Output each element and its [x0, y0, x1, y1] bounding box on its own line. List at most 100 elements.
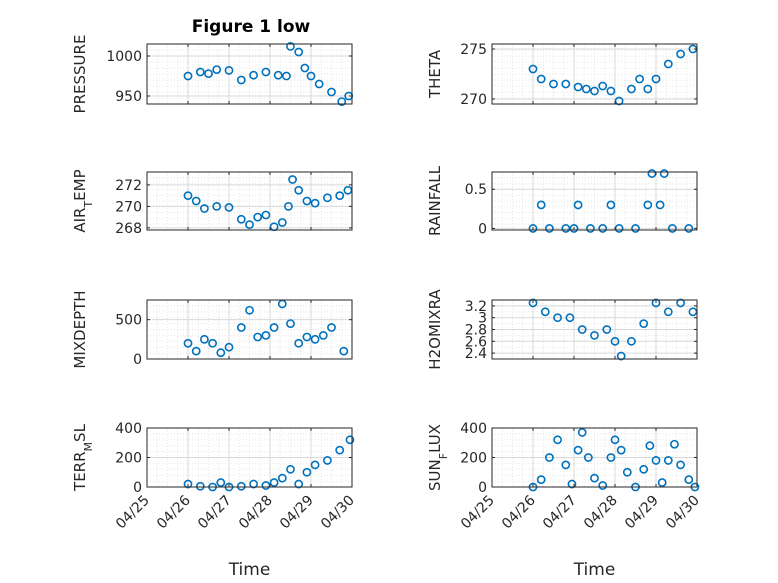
axes-mixdepth: 0 500 MIXDEPTH [71, 290, 353, 369]
data-point [335, 445, 345, 455]
data-point [286, 464, 295, 474]
data-point [302, 467, 312, 477]
axes-box-mixdepth [146, 299, 353, 360]
data-point [606, 453, 616, 462]
data-point [253, 332, 263, 342]
data-point [216, 348, 226, 358]
data-point [676, 298, 685, 308]
data-point [269, 323, 279, 332]
y-tick-label: 272 [115, 178, 142, 194]
data-point [567, 479, 577, 489]
y-tick-label: 950 [115, 89, 142, 105]
data-point [545, 224, 554, 233]
y-tick-label: 200 [460, 451, 487, 467]
data-point [302, 332, 312, 342]
data-point [583, 453, 593, 462]
data-point [616, 351, 626, 361]
y-tick-label: 2.4 [465, 346, 487, 362]
series-rainfall [528, 169, 694, 233]
y-tick-label: 0 [133, 352, 142, 368]
y-tick-label: 275 [460, 42, 487, 58]
data-point [631, 224, 640, 233]
y-tick-label: 400 [460, 421, 487, 437]
data-point [602, 325, 612, 334]
data-point [553, 313, 562, 323]
x-axis-label: Time [573, 560, 616, 580]
y-tick-label: 3 [478, 311, 487, 327]
data-point [528, 224, 538, 233]
data-point [659, 169, 669, 178]
y-tick-label: 0 [133, 480, 142, 496]
axes-theta: 270 275 THETA [426, 42, 698, 108]
x-tick-label: 04/30 [318, 493, 358, 533]
y-axis-label-h2omixra: H2OMIXRA [426, 289, 444, 370]
series-pressure [183, 42, 354, 106]
data-point [236, 214, 246, 224]
data-point [288, 175, 297, 184]
data-point [300, 63, 310, 73]
data-point [294, 47, 304, 57]
data-point [549, 79, 558, 89]
data-point [561, 460, 571, 470]
data-point [651, 298, 661, 308]
data-point [281, 71, 291, 81]
data-point [261, 210, 271, 220]
data-point [306, 71, 316, 81]
y-axis-label-terr_msl: TERRMSL [71, 423, 95, 492]
data-point [598, 481, 608, 490]
x-tick-label: 04/27 [195, 493, 235, 533]
data-point [236, 323, 246, 332]
data-point [590, 86, 599, 96]
axes-box-air_temp [146, 171, 353, 231]
y-tick-label: 200 [115, 451, 142, 467]
series-mixdepth [183, 299, 349, 358]
axes-terr_msl: 0 200 400 TERRMSL 04/25 04/26 04/27 04/28 04/29 0… [71, 421, 358, 580]
axes-rainfall: 0 0.5 RAINFALL [426, 165, 698, 237]
y-tick-label: 3.2 [465, 299, 487, 315]
data-point [286, 319, 295, 328]
data-point [545, 453, 554, 462]
data-point [606, 200, 616, 210]
data-point [236, 75, 246, 85]
data-point [314, 79, 324, 89]
data-point [199, 334, 209, 344]
data-point [253, 212, 263, 222]
y-axis-label-theta: THETA [426, 49, 444, 99]
data-point [586, 224, 595, 233]
data-point [294, 185, 304, 195]
data-point [212, 65, 222, 74]
data-point [569, 224, 579, 233]
data-point [345, 435, 355, 445]
data-point [639, 464, 649, 474]
data-point [643, 200, 653, 210]
data-point [224, 66, 234, 75]
y-tick-label: 270 [460, 92, 487, 108]
data-point [236, 481, 246, 491]
data-point [598, 81, 608, 91]
data-point [590, 473, 599, 483]
data-point [536, 475, 546, 485]
data-point [536, 74, 546, 84]
axes-h2omixra: 2.42.62.833.2 H2OMIXRA [426, 289, 698, 370]
data-point [322, 193, 332, 203]
data-point [191, 196, 201, 206]
data-point [561, 224, 571, 233]
data-point [657, 478, 667, 487]
data-point [261, 67, 271, 77]
data-point [577, 325, 587, 334]
y-tick-label: 268 [115, 221, 142, 237]
data-point [528, 298, 538, 308]
data-point [327, 87, 336, 97]
data-point [269, 478, 279, 487]
data-point [294, 479, 304, 489]
data-point [204, 69, 213, 78]
data-point [339, 346, 349, 356]
data-point [581, 84, 591, 94]
y-tick-label: 1000 [106, 49, 142, 65]
series-sun_flux [528, 428, 700, 492]
data-point [684, 224, 694, 233]
data-point [536, 200, 546, 210]
axes-pressure: 950 1000 PRESSURE [71, 35, 354, 113]
